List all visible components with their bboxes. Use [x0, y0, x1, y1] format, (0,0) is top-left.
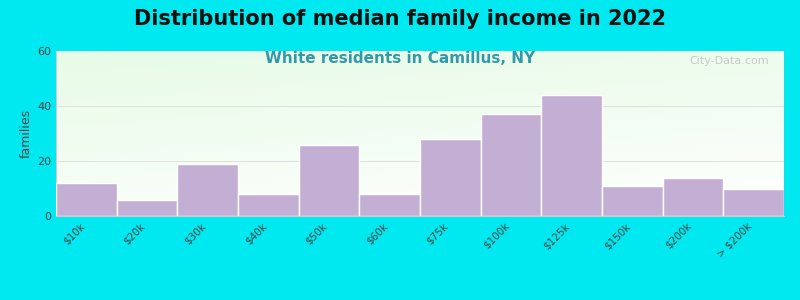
Text: City-Data.com: City-Data.com: [690, 56, 770, 66]
Bar: [359, 194, 420, 216]
Bar: [662, 178, 723, 216]
Bar: [298, 145, 359, 216]
Bar: [602, 186, 662, 216]
Bar: [542, 95, 602, 216]
Bar: [420, 139, 481, 216]
Y-axis label: families: families: [20, 109, 33, 158]
Bar: [178, 164, 238, 216]
Bar: [723, 188, 784, 216]
Bar: [56, 183, 117, 216]
Text: White residents in Camillus, NY: White residents in Camillus, NY: [265, 51, 535, 66]
Bar: [238, 194, 298, 216]
Bar: [117, 200, 178, 216]
Text: Distribution of median family income in 2022: Distribution of median family income in …: [134, 9, 666, 29]
Bar: [481, 114, 542, 216]
